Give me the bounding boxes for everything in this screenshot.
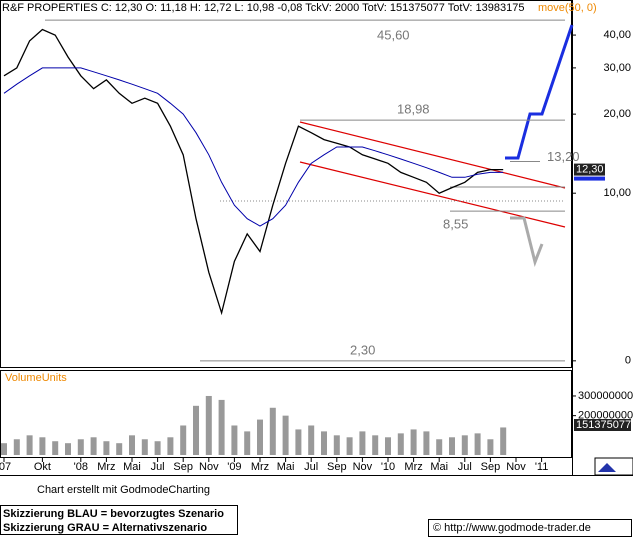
volume-bar	[13, 439, 20, 455]
legend-grey: Skizzierung GRAU = Alternativszenario	[3, 522, 207, 534]
volume-bar	[52, 441, 59, 455]
volume-bar	[116, 443, 123, 455]
volume-bar	[449, 437, 455, 455]
volume-bar	[103, 441, 110, 455]
volume-bar	[410, 429, 417, 455]
annotation: 2,30	[350, 342, 375, 357]
y-tick-label: 20,00	[603, 108, 631, 120]
volume-bar	[423, 431, 430, 455]
annotation: 45,60	[377, 28, 410, 43]
x-tick-label: Jul	[458, 461, 472, 473]
x-tick-label: Mrz	[251, 461, 269, 473]
volume-bar	[308, 425, 315, 455]
volume-bar	[359, 431, 366, 455]
volume-bar	[321, 431, 327, 455]
volume-bar	[295, 429, 302, 455]
x-tick-label: Mai	[430, 461, 448, 473]
x-tick-label: '08	[74, 461, 88, 473]
volume-bar	[461, 435, 468, 455]
ma-value-box	[574, 176, 605, 181]
channel-line	[299, 121, 566, 189]
volume-bar	[141, 439, 148, 455]
volume-bar	[77, 439, 84, 455]
volume-title: VolumeUnits	[5, 372, 67, 384]
volume-bar	[372, 435, 379, 455]
volume-bar	[385, 437, 391, 455]
volume-bar	[282, 415, 289, 455]
volume-bar	[39, 437, 46, 455]
volume-bar	[154, 441, 161, 455]
legend-label: move(50, 0)	[538, 2, 597, 14]
last-value-label: 12,30	[576, 163, 604, 175]
volume-bar	[193, 405, 199, 455]
credit: Chart erstellt mit GodmodeCharting	[37, 484, 210, 496]
x-tick-label: Nov	[506, 461, 526, 473]
volume-bar	[333, 435, 340, 455]
x-tick-label: '07	[0, 461, 11, 473]
x-tick-label: Mai	[123, 461, 141, 473]
price-panel	[0, 0, 572, 368]
volume-bar	[167, 437, 174, 455]
volume-bar	[1, 443, 7, 455]
last-volume-box	[574, 419, 631, 431]
volume-bar	[65, 443, 71, 455]
last-value-box	[574, 163, 605, 176]
tool-box	[594, 457, 633, 476]
x-tick-label: Mai	[277, 461, 295, 473]
volume-bar	[90, 437, 97, 455]
volume-bar	[346, 437, 353, 455]
x-tick-label: '10	[381, 461, 395, 473]
x-tick-label: Jul	[151, 461, 165, 473]
x-tick-label: '11	[535, 461, 549, 473]
volume-bar	[244, 431, 251, 455]
x-tick-label: Nov	[199, 461, 219, 473]
tool-icon	[598, 463, 616, 472]
volume-bar	[218, 399, 225, 455]
volume-bar	[474, 433, 481, 455]
legend-blue: Skizzierung BLAU = bevorzugtes Szenario	[3, 508, 224, 520]
volume-bar	[500, 427, 507, 455]
annotation: 18,98	[397, 102, 430, 117]
channel-line	[299, 161, 566, 228]
volume-bar	[231, 425, 238, 455]
x-tick-label: Sep	[327, 461, 347, 473]
volume-bar	[487, 439, 494, 455]
volume-bar	[436, 439, 443, 455]
moving-average	[3, 67, 504, 227]
x-tick-label: Nov	[353, 461, 373, 473]
url-box	[428, 519, 632, 537]
volume-bar	[397, 433, 404, 455]
url: © http://www.godmode-trader.de	[433, 522, 591, 534]
grey-scenario	[510, 216, 544, 267]
annotation: 8,55	[443, 217, 468, 232]
y-tick-label: 30,00	[603, 62, 631, 74]
last-volume-label: 151375077	[576, 419, 631, 431]
annotation: 13,20	[547, 149, 580, 164]
x-tick-label: Okt	[34, 461, 51, 473]
x-tick-label: Mrz	[97, 461, 115, 473]
volume-bar	[129, 435, 135, 455]
y-tick-label: 40,00	[603, 29, 631, 41]
volume-bar	[180, 425, 187, 455]
volume-bar	[269, 407, 276, 455]
volume-bar	[257, 419, 263, 455]
price-line	[3, 28, 504, 316]
x-tick-label: '09	[227, 461, 241, 473]
y-tick-label: 200000000	[578, 410, 633, 422]
y-tick-label: 10,00	[603, 187, 631, 199]
y-tick-label: 300000000	[578, 390, 633, 402]
volume-bar	[26, 435, 33, 455]
volume-bar	[205, 395, 212, 455]
x-tick-label: Mrz	[404, 461, 422, 473]
blue-scenario	[505, 24, 574, 160]
legend-box	[0, 505, 238, 535]
chart-title: R&F PROPERTIES C: 12,30 O: 11,18 H: 12,7…	[2, 2, 524, 14]
x-tick-label: Jul	[304, 461, 318, 473]
y-tick-label: 0	[625, 355, 631, 367]
x-tick-label: Sep	[173, 461, 193, 473]
x-tick-label: Sep	[481, 461, 501, 473]
